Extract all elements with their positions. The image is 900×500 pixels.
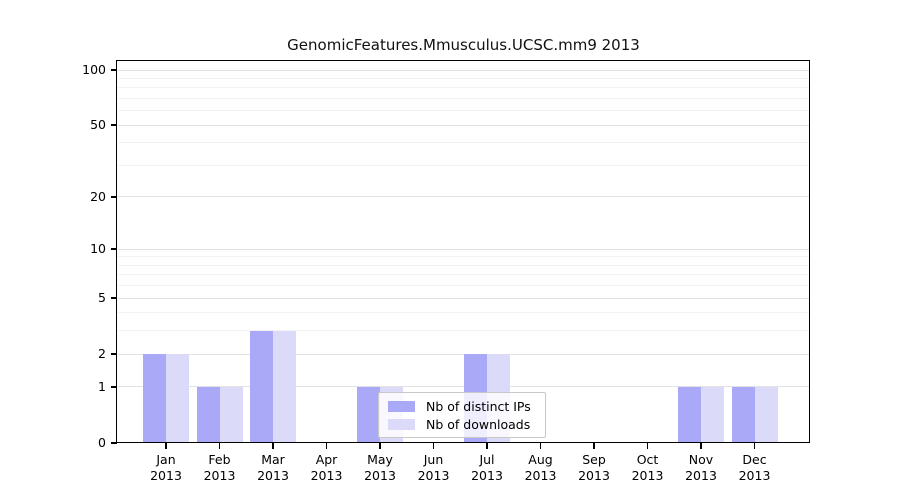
major-gridline <box>117 353 810 355</box>
x-axis-tick <box>272 443 274 449</box>
x-axis-tick-label: Jul 2013 <box>471 452 503 483</box>
y-axis-tick-label: 5 <box>98 290 106 306</box>
bar-distinct-ips <box>731 386 755 443</box>
y-axis-tick <box>110 442 117 444</box>
legend: Nb of distinct IPs Nb of downloads <box>378 392 546 438</box>
legend-item-downloads: Nb of downloads <box>388 417 536 432</box>
x-axis-tick-label: Nov 2013 <box>685 452 717 483</box>
x-axis-tick-label: May 2013 <box>364 452 396 483</box>
x-axis-tick <box>539 443 542 449</box>
x-axis-tick-label: Aug 2013 <box>524 452 557 483</box>
x-axis-tick-label: Dec 2013 <box>738 452 771 483</box>
x-axis-tick-label: Jan 2013 <box>150 452 182 483</box>
y-axis-tick-label: 2 <box>98 346 106 362</box>
bar-distinct-ips <box>678 386 701 443</box>
bar-distinct-ips <box>143 354 166 443</box>
y-axis-tick-label: 0 <box>98 435 106 450</box>
x-axis-tick <box>379 443 381 449</box>
y-axis-tick-label: 100 <box>82 62 106 77</box>
x-axis-tick-label: Oct 2013 <box>631 452 664 483</box>
minor-gridline <box>117 164 810 166</box>
x-axis-tick <box>218 443 221 449</box>
x-axis-tick <box>646 443 649 449</box>
x-axis-tick-label: Sep 2013 <box>578 452 610 483</box>
y-axis-tick <box>110 124 117 126</box>
legend-label-distinct-ips: Nb of distinct IPs <box>426 399 531 414</box>
x-axis-tick <box>165 443 167 449</box>
minor-gridline <box>117 110 810 112</box>
minor-gridline <box>117 256 810 258</box>
bar-downloads <box>166 354 189 443</box>
y-axis-tick <box>110 196 117 198</box>
minor-gridline <box>117 77 810 79</box>
x-axis-tick <box>700 443 702 449</box>
major-gridline <box>117 297 810 299</box>
x-axis-tick <box>486 443 488 449</box>
bar-distinct-ips <box>357 386 380 443</box>
bar-distinct-ips <box>196 386 220 443</box>
minor-gridline <box>117 264 810 266</box>
legend-item-distinct-ips: Nb of distinct IPs <box>388 399 536 414</box>
minor-gridline <box>117 274 810 276</box>
bar-downloads <box>219 386 243 443</box>
y-axis-tick <box>110 69 117 71</box>
y-axis-tick <box>110 353 117 355</box>
x-axis-tick-label: Apr 2013 <box>310 452 343 483</box>
y-axis-tick-label: 20 <box>90 188 106 204</box>
bar-downloads <box>701 386 724 443</box>
y-axis-tick <box>110 297 117 299</box>
bar-downloads <box>754 386 778 443</box>
x-axis-tick <box>753 443 756 449</box>
y-axis-tick-label: 10 <box>90 241 106 257</box>
x-axis-tick-label: Jun 2013 <box>417 452 450 483</box>
y-axis-tick-label: 1 <box>98 378 106 394</box>
major-gridline <box>117 196 810 198</box>
y-axis-tick <box>110 248 117 250</box>
chart-title: GenomicFeatures.Mmusculus.UCSC.mm9 2013 <box>287 36 640 54</box>
x-axis-tick <box>325 443 328 449</box>
minor-gridline <box>117 285 810 287</box>
y-axis-tick-label: 50 <box>90 117 106 133</box>
major-gridline <box>117 124 810 126</box>
major-gridline <box>117 386 810 388</box>
legend-swatch-downloads <box>388 419 415 430</box>
x-axis-tick-label: Feb 2013 <box>203 452 236 483</box>
minor-gridline <box>117 142 810 144</box>
minor-gridline <box>117 330 810 332</box>
major-gridline <box>117 69 810 71</box>
legend-label-downloads: Nb of downloads <box>426 417 531 432</box>
minor-gridline <box>117 87 810 89</box>
minor-gridline <box>117 312 810 314</box>
bar-distinct-ips <box>250 330 273 443</box>
y-axis-tick <box>110 386 117 388</box>
major-gridline <box>117 248 810 250</box>
x-axis-tick <box>593 443 595 449</box>
x-axis-tick <box>432 443 435 449</box>
bar-downloads <box>273 330 296 443</box>
legend-swatch-distinct-ips <box>388 401 415 412</box>
x-axis-tick-label: Mar 2013 <box>257 452 289 483</box>
minor-gridline <box>117 97 810 99</box>
